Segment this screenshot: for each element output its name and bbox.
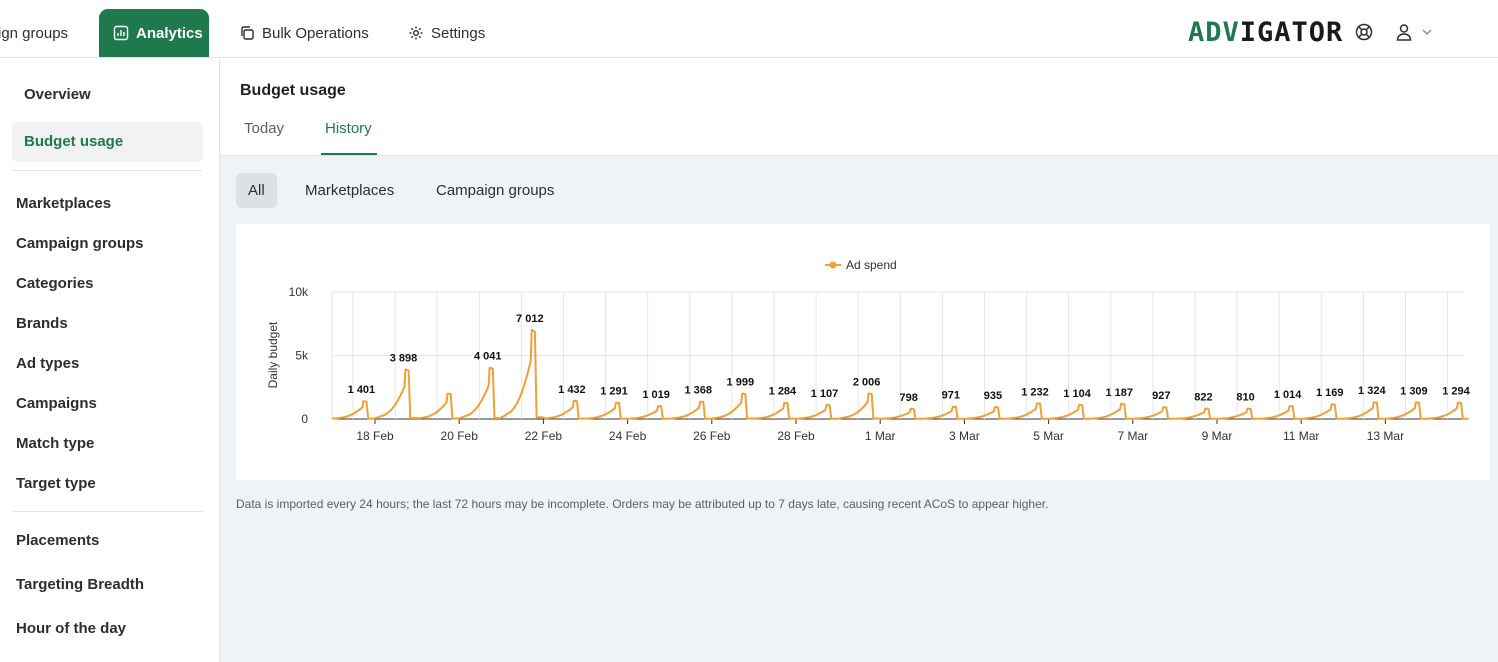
x-tick-label: 26 Feb xyxy=(693,429,731,443)
copy-icon xyxy=(241,26,254,40)
sidebar-item-campaigns[interactable]: Campaigns xyxy=(16,395,97,412)
tab-history[interactable]: History xyxy=(325,120,372,137)
nav-analytics[interactable]: Analytics xyxy=(99,9,209,57)
data-label: 1 324 xyxy=(1358,385,1386,397)
sidebar-divider xyxy=(12,511,203,512)
bar-chart-icon xyxy=(113,25,129,41)
data-label: 1 294 xyxy=(1442,386,1470,398)
x-tick-label: 3 Mar xyxy=(949,429,980,443)
nav-campaign-groups-label: ign groups xyxy=(0,24,69,42)
x-tick-label: 18 Feb xyxy=(356,429,394,443)
x-tick-label: 13 Mar xyxy=(1367,429,1404,443)
segment-campaign-groups[interactable]: Campaign groups xyxy=(436,182,555,199)
x-tick-label: 20 Feb xyxy=(441,429,479,443)
y-tick-label: 5k xyxy=(295,349,309,363)
x-tick-label: 5 Mar xyxy=(1033,429,1064,443)
segment-all[interactable]: All xyxy=(236,173,277,208)
sidebar-divider xyxy=(12,170,203,171)
data-label: 822 xyxy=(1194,392,1212,404)
tab-today[interactable]: Today xyxy=(244,120,285,137)
x-tick-label: 7 Mar xyxy=(1117,429,1148,443)
nav-settings-label: Settings xyxy=(431,24,486,42)
sidebar-item-campaign-groups[interactable]: Campaign groups xyxy=(16,235,144,252)
user-icon[interactable] xyxy=(1394,22,1414,42)
page-title: Budget usage xyxy=(240,82,346,99)
advigator-logo[interactable]: ADVIGATOR xyxy=(1188,16,1343,50)
nav-analytics-label: Analytics xyxy=(136,24,203,42)
data-label: 4 041 xyxy=(474,351,502,363)
legend-label-ad-spend[interactable]: Ad spend xyxy=(846,258,897,272)
data-label: 2 006 xyxy=(853,377,881,389)
x-tick-label: 28 Feb xyxy=(777,429,815,443)
nav-settings[interactable]: Settings xyxy=(394,9,499,57)
sidebar-item-overview[interactable]: Overview xyxy=(24,86,91,103)
data-label: 971 xyxy=(942,390,960,402)
gear-icon xyxy=(409,26,423,40)
data-label: 1 284 xyxy=(769,386,797,398)
sidebar-item-targeting-breadth[interactable]: Targeting Breadth xyxy=(16,576,145,593)
x-tick-label: 22 Feb xyxy=(525,429,563,443)
sidebar: Overview Budget usage Marketplaces Campa… xyxy=(0,58,220,662)
data-label: 1 104 xyxy=(1063,388,1091,400)
logo-part-dark: IGATOR xyxy=(1239,17,1344,48)
data-label: 927 xyxy=(1152,390,1170,402)
x-tick-label: 1 Mar xyxy=(865,429,896,443)
chevron-down-icon[interactable] xyxy=(1420,22,1434,42)
x-tick-label: 9 Mar xyxy=(1202,429,1233,443)
sidebar-item-hour-of-the-day[interactable]: Hour of the day xyxy=(16,620,127,637)
budget-history-chart: 0 5k 10k 18 Feb 20 Feb 22 Feb 24 Feb 26 Feb 28 F… xyxy=(236,224,1490,480)
data-label: 798 xyxy=(900,392,918,404)
nav-bulk-operations-label: Bulk Operations xyxy=(262,24,369,42)
data-label: 3 898 xyxy=(390,352,418,364)
data-label: 1 107 xyxy=(811,388,839,400)
data-label: 1 014 xyxy=(1274,389,1302,401)
logo-part-green: ADV xyxy=(1188,17,1240,48)
y-tick-label: 0 xyxy=(301,412,308,426)
chart-svg: 0 5k 10k 18 Feb 20 Feb 22 Feb 24 Feb 26 Feb 28 F… xyxy=(266,258,1471,443)
nav-bulk-operations[interactable]: Bulk Operations xyxy=(225,9,383,57)
data-label: 1 291 xyxy=(600,386,628,398)
data-label: 1 232 xyxy=(1021,386,1049,398)
page-header: Budget usage Today History xyxy=(220,58,1498,156)
data-label: 810 xyxy=(1236,392,1254,404)
data-label: 1 368 xyxy=(684,385,712,397)
sidebar-item-budget-usage[interactable]: Budget usage xyxy=(12,122,203,162)
data-label: 1 309 xyxy=(1400,385,1428,397)
top-navigation: ign groups Analytics Bulk Operations Set… xyxy=(0,0,1498,58)
active-tab-indicator xyxy=(321,153,377,155)
series-line-ad-spend xyxy=(332,328,1469,420)
data-label: 935 xyxy=(984,390,1002,402)
sidebar-item-target-type[interactable]: Target type xyxy=(16,475,96,492)
data-label: 1 169 xyxy=(1316,387,1344,399)
data-label: 7 012 xyxy=(516,313,544,325)
sidebar-item-ad-types[interactable]: Ad types xyxy=(16,355,80,372)
sidebar-item-categories[interactable]: Categories xyxy=(16,275,94,292)
x-tick-label: 24 Feb xyxy=(609,429,647,443)
sidebar-item-marketplaces[interactable]: Marketplaces xyxy=(16,195,112,212)
nav-campaign-groups[interactable]: ign groups xyxy=(0,9,82,57)
segment-marketplaces[interactable]: Marketplaces xyxy=(305,182,395,199)
sidebar-item-match-type[interactable]: Match type xyxy=(16,435,95,452)
sidebar-item-placements[interactable]: Placements xyxy=(16,532,100,549)
legend-swatch-dot xyxy=(829,261,837,269)
data-label: 1 187 xyxy=(1105,387,1133,399)
y-tick-label: 10k xyxy=(289,285,309,299)
data-import-footnote: Data is imported every 24 hours; the las… xyxy=(236,497,1049,511)
data-label: 1 432 xyxy=(558,384,586,396)
y-axis-label: Daily budget xyxy=(266,321,280,388)
x-tick-label: 11 Mar xyxy=(1283,429,1319,443)
data-label: 1 401 xyxy=(348,384,376,396)
data-label: 1 999 xyxy=(727,377,755,389)
data-label: 1 019 xyxy=(642,389,670,401)
main-content: All Marketplaces Campaign groups 0 5k 10k 1… xyxy=(220,156,1498,662)
sidebar-item-brands[interactable]: Brands xyxy=(16,315,68,332)
lifebuoy-icon[interactable] xyxy=(1354,22,1374,42)
